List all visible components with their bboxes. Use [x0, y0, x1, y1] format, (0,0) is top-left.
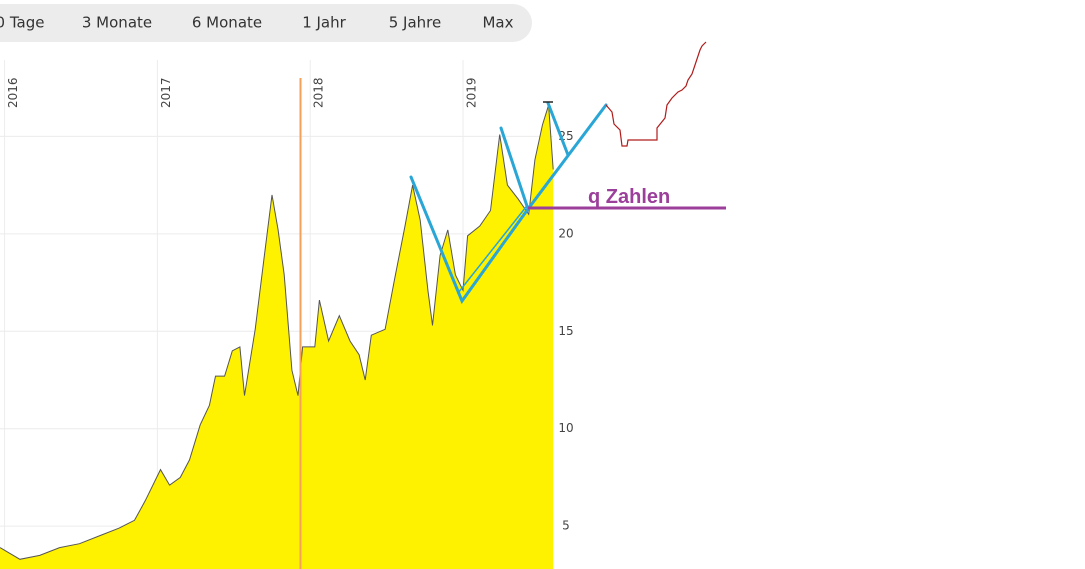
- projection-line: [605, 41, 707, 147]
- x-tick-label: 2016: [6, 77, 20, 108]
- range-button[interactable]: 5 Jahre: [389, 14, 442, 32]
- x-tick-label: 2018: [312, 77, 326, 108]
- x-tick-label: 2019: [465, 77, 479, 108]
- toolbar-buttons: 0 Tage 3 Monate 6 Monate 1 Jahr 5 Jahre Max: [0, 14, 514, 32]
- trend-line: [546, 101, 570, 157]
- range-button[interactable]: Max: [482, 14, 513, 32]
- range-button[interactable]: 0 Tage: [0, 14, 44, 32]
- y-tick-label: 10: [558, 421, 573, 435]
- trend-line: [457, 206, 527, 294]
- annotation: q Zahlen: [588, 186, 670, 208]
- y-tick-label: 20: [558, 226, 573, 240]
- y-tick-label: 5: [562, 519, 570, 533]
- plot: [0, 105, 554, 569]
- range-button[interactable]: 6 Monate: [192, 14, 262, 32]
- price-line: [0, 105, 554, 560]
- area-fill: [0, 105, 554, 569]
- toolbar: [0, 4, 532, 42]
- x-tick-label: 2017: [159, 77, 173, 108]
- range-button[interactable]: 3 Monate: [82, 14, 152, 32]
- trend-line: [409, 175, 530, 305]
- y-tick-label: 15: [558, 324, 573, 338]
- range-button[interactable]: 1 Jahr: [302, 14, 346, 32]
